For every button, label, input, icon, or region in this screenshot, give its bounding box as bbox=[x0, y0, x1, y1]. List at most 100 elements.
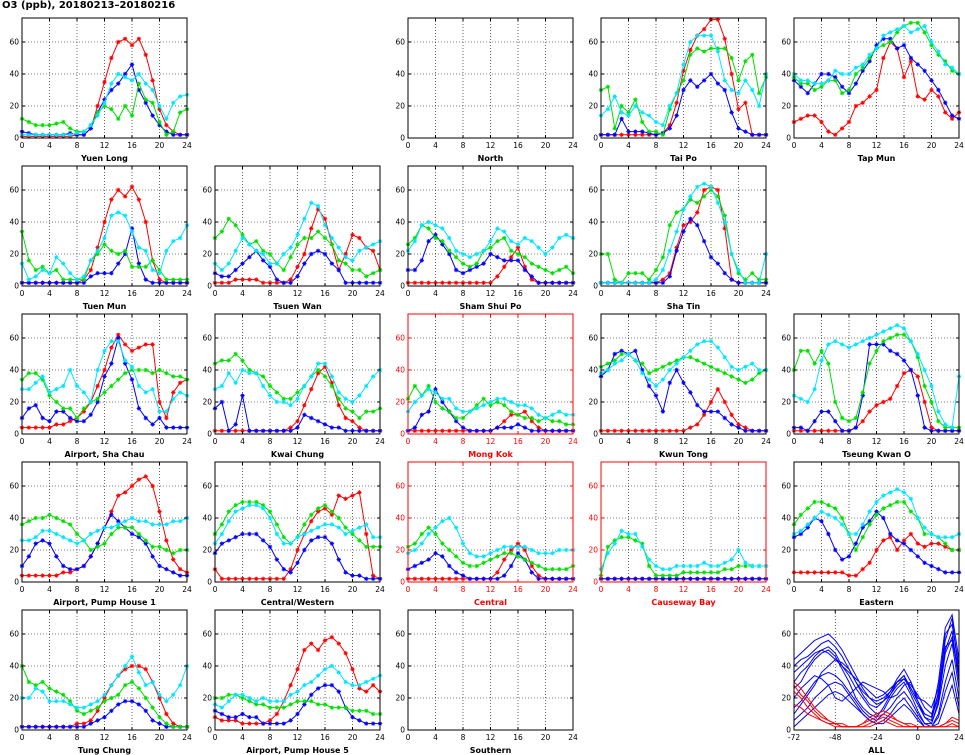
data-point bbox=[54, 554, 59, 559]
data-point bbox=[412, 576, 418, 581]
data-point bbox=[653, 277, 659, 282]
data-point bbox=[563, 280, 569, 285]
data-point bbox=[660, 428, 666, 433]
data-point bbox=[288, 718, 293, 723]
data-point bbox=[302, 547, 307, 553]
x-tick-label: 20 bbox=[734, 289, 744, 298]
data-point bbox=[143, 415, 148, 421]
x-tick-label: 0 bbox=[406, 141, 411, 150]
series-2 bbox=[600, 536, 766, 577]
data-point bbox=[81, 274, 87, 279]
data-point bbox=[109, 248, 114, 253]
data-point bbox=[453, 280, 459, 285]
data-point bbox=[508, 563, 514, 569]
data-point bbox=[612, 428, 617, 433]
data-point bbox=[260, 506, 266, 511]
data-point bbox=[122, 361, 128, 366]
data-point bbox=[274, 522, 280, 527]
data-point bbox=[295, 425, 300, 430]
x-tick-label: 8 bbox=[847, 437, 852, 446]
data-point bbox=[102, 390, 107, 395]
data-point bbox=[143, 667, 148, 672]
data-point bbox=[309, 387, 314, 392]
data-point bbox=[412, 280, 418, 285]
data-point bbox=[240, 506, 245, 511]
data-point bbox=[681, 62, 686, 67]
data-point bbox=[226, 538, 231, 543]
data-point bbox=[522, 544, 528, 549]
data-point bbox=[681, 68, 686, 73]
data-point bbox=[136, 367, 142, 373]
data-point bbox=[74, 383, 80, 389]
series-blue-8 bbox=[793, 613, 960, 718]
data-point bbox=[812, 81, 817, 86]
x-tick-label: 12 bbox=[293, 733, 303, 742]
data-point bbox=[116, 673, 121, 678]
data-point bbox=[915, 27, 920, 32]
data-point bbox=[260, 702, 266, 707]
data-point bbox=[440, 428, 445, 433]
data-point bbox=[812, 361, 817, 366]
subplot-title: Airport, Pump House 5 bbox=[246, 746, 349, 755]
data-point bbox=[122, 342, 128, 347]
data-point bbox=[653, 132, 659, 137]
data-point bbox=[722, 219, 727, 225]
data-point bbox=[715, 81, 721, 86]
data-point bbox=[736, 425, 741, 430]
data-point bbox=[833, 506, 838, 511]
data-point bbox=[412, 541, 418, 546]
data-point bbox=[826, 512, 831, 517]
data-point bbox=[949, 570, 955, 575]
data-point bbox=[309, 528, 314, 533]
data-point bbox=[557, 419, 562, 424]
data-point bbox=[833, 75, 838, 80]
data-point bbox=[502, 544, 507, 549]
data-point bbox=[309, 692, 314, 697]
data-point bbox=[508, 239, 514, 244]
data-point bbox=[102, 97, 107, 102]
data-point bbox=[860, 567, 865, 572]
data-point bbox=[240, 695, 245, 701]
x-tick-label: 4 bbox=[626, 585, 631, 594]
data-point bbox=[109, 339, 114, 344]
data-point bbox=[288, 570, 293, 575]
x-tick-label: 8 bbox=[847, 585, 852, 594]
data-point bbox=[729, 557, 734, 562]
y-tick-label: 60 bbox=[395, 334, 405, 343]
data-point bbox=[846, 87, 852, 93]
data-point bbox=[736, 91, 741, 96]
data-point bbox=[508, 547, 514, 553]
data-point bbox=[688, 425, 693, 430]
data-point bbox=[150, 554, 155, 559]
data-point bbox=[819, 428, 824, 433]
data-point bbox=[116, 377, 121, 382]
data-point bbox=[695, 403, 700, 408]
data-point bbox=[419, 280, 424, 285]
data-point bbox=[177, 519, 183, 524]
data-point bbox=[715, 261, 721, 266]
data-point bbox=[653, 563, 659, 569]
data-point bbox=[522, 235, 528, 241]
data-point bbox=[95, 705, 100, 710]
data-point bbox=[729, 567, 734, 572]
data-point bbox=[756, 563, 762, 569]
data-point bbox=[177, 277, 183, 282]
data-point bbox=[522, 425, 528, 430]
y-tick-label: 40 bbox=[9, 70, 19, 79]
data-point bbox=[357, 428, 362, 433]
data-point bbox=[522, 267, 528, 273]
data-point bbox=[157, 271, 162, 276]
data-point bbox=[67, 277, 73, 282]
data-point bbox=[150, 371, 155, 376]
data-point bbox=[640, 576, 645, 581]
data-point bbox=[936, 535, 941, 540]
data-point bbox=[736, 107, 741, 112]
y-tick-label: 40 bbox=[781, 366, 791, 375]
data-point bbox=[281, 567, 286, 572]
data-point bbox=[626, 351, 631, 357]
y-tick-label: 20 bbox=[781, 398, 791, 407]
